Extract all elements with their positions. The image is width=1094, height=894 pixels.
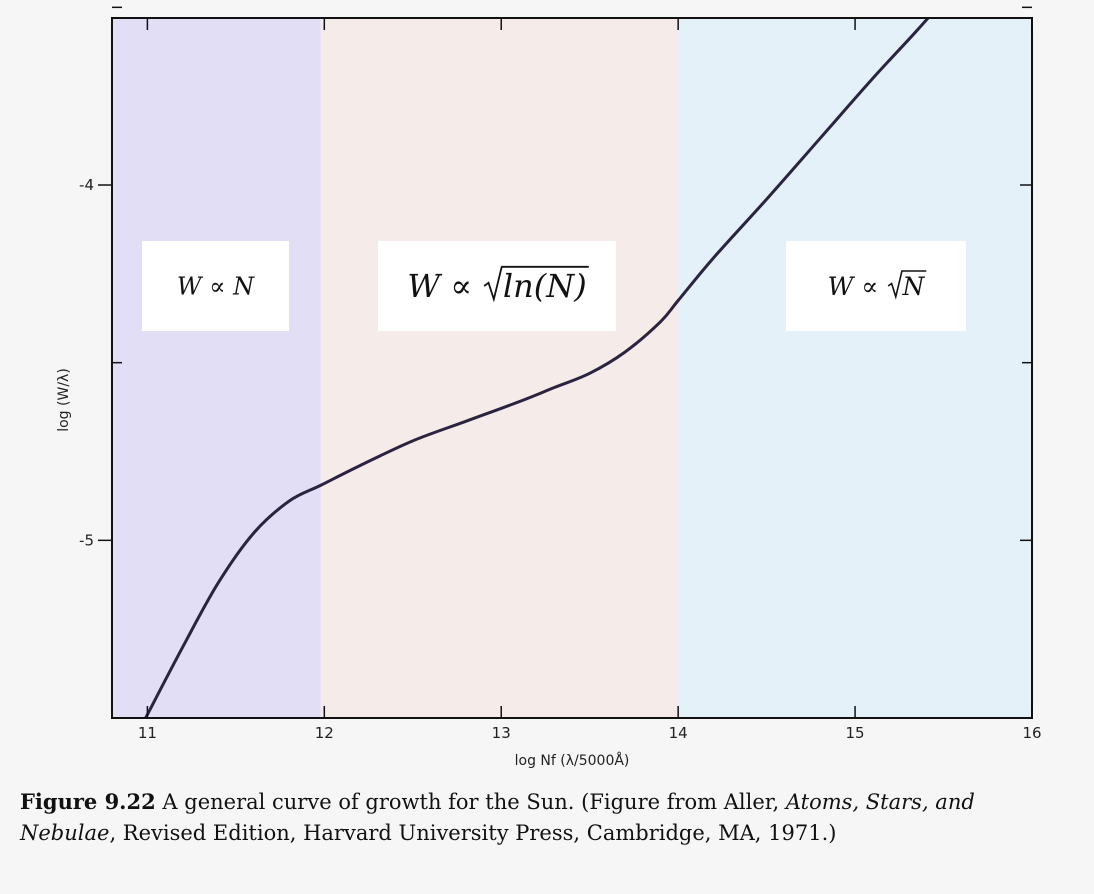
regime-label-box-2: W ∝ ln(N) (378, 241, 616, 331)
regime-label-text-2: W ∝ ln(N) (407, 267, 586, 305)
figure-caption: Figure 9.22 A general curve of growth fo… (20, 786, 1020, 849)
x-tick-label-15: 15 (846, 724, 865, 742)
x-axis-label: log Nf (λ/5000Å) (515, 752, 630, 769)
regime-label-box-3: W ∝ N (786, 241, 966, 331)
regime-label-text-3: W ∝ N (828, 272, 926, 301)
regime-label-box-1: W ∝ N (142, 241, 289, 331)
x-tick-label-12: 12 (315, 724, 334, 742)
x-tick-label-16: 16 (1022, 724, 1041, 742)
x-tick-label-13: 13 (492, 724, 511, 742)
x-tick-label-14: 14 (669, 724, 688, 742)
caption-text-after: , Revised Edition, Harvard University Pr… (109, 821, 837, 845)
y-tick-label--4: -4 (79, 176, 94, 194)
region-band-3 (678, 18, 1032, 718)
plot-frame (111, 17, 1033, 719)
x-tick-label-11: 11 (138, 724, 157, 742)
y-axis-label: log (W/λ) (56, 368, 72, 432)
caption-label: Figure 9.22 (20, 789, 156, 814)
caption-book-title: Atoms, Stars, and Nebulae (20, 790, 975, 845)
radical-sign-2 (483, 265, 589, 303)
regime-label-text-1: W ∝ N (177, 272, 255, 300)
caption-text-before: A general curve of growth for the Sun. (… (155, 790, 786, 814)
radical-sign-3 (887, 270, 927, 300)
region-band-2 (320, 18, 679, 718)
region-band-1 (112, 18, 321, 718)
y-tick-label--5: -5 (79, 531, 94, 549)
growth-curve-line (144, 18, 931, 718)
